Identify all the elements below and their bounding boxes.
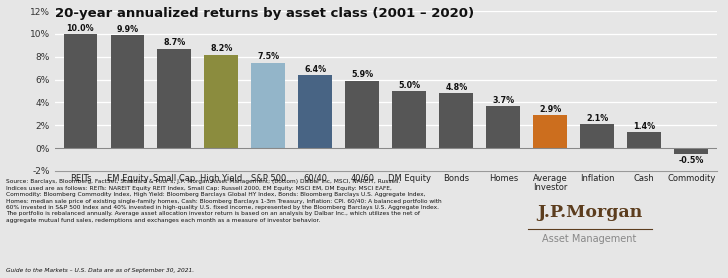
Text: 1.4%: 1.4% [633, 122, 655, 131]
Bar [111, 35, 144, 148]
Text: Guide to the Markets – U.S. Data are as of September 30, 2021.: Guide to the Markets – U.S. Data are as … [6, 268, 194, 273]
Text: 10.0%: 10.0% [67, 24, 94, 33]
Text: 2.1%: 2.1% [586, 114, 609, 123]
Text: 7.5%: 7.5% [257, 52, 280, 61]
Text: Source: Barclays, Bloomberg, FactSet, Standard & Poor’s, J.P. Morgan Asset Manag: Source: Barclays, Bloomberg, FactSet, St… [6, 179, 441, 223]
Bar [392, 91, 427, 148]
Bar [674, 148, 708, 154]
Text: 5.9%: 5.9% [352, 70, 373, 80]
Text: 4.8%: 4.8% [446, 83, 467, 92]
Bar [628, 132, 661, 148]
Text: 6.4%: 6.4% [304, 65, 326, 74]
Text: -0.5%: -0.5% [678, 156, 704, 165]
Bar [345, 81, 379, 148]
Bar [205, 54, 238, 148]
Text: 8.7%: 8.7% [163, 38, 186, 48]
Text: Asset Management: Asset Management [542, 234, 637, 244]
Text: 5.0%: 5.0% [398, 81, 420, 90]
Bar [440, 93, 473, 148]
Text: 2.9%: 2.9% [539, 105, 561, 114]
Bar [486, 106, 521, 148]
Text: 9.9%: 9.9% [116, 25, 138, 34]
Bar [298, 75, 332, 148]
Bar [251, 63, 285, 148]
Bar [157, 49, 191, 148]
Text: J.P.Morgan: J.P.Morgan [537, 204, 642, 221]
Bar [580, 124, 614, 148]
Text: 20-year annualized returns by asset class (2001 – 2020): 20-year annualized returns by asset clas… [55, 7, 474, 20]
Bar [63, 34, 98, 148]
Bar [534, 115, 567, 148]
Text: 8.2%: 8.2% [210, 44, 232, 53]
Text: 3.7%: 3.7% [492, 96, 515, 105]
